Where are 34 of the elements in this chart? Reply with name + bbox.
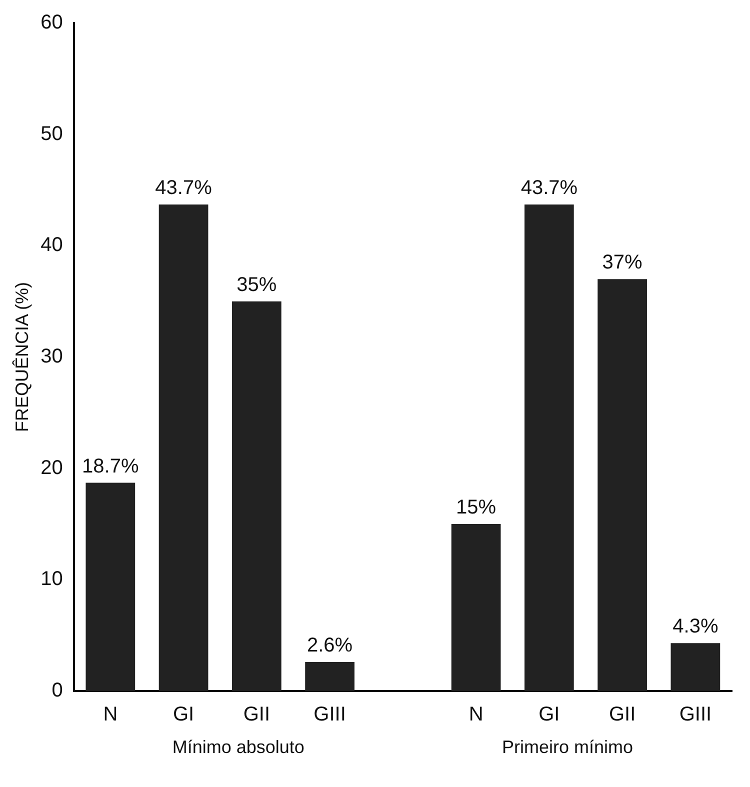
bar <box>86 482 136 691</box>
text: Mínimo absoluto <box>172 736 304 757</box>
x-tick-label: GIII <box>314 704 346 726</box>
bar <box>232 301 282 691</box>
x-tick-label: GIII <box>679 704 712 726</box>
data-label: 37% <box>602 252 643 274</box>
bar <box>598 279 647 691</box>
x-tick-label: GII <box>243 704 270 726</box>
data-label: 43.7% <box>155 176 212 199</box>
x-tick-label: GI <box>538 704 560 726</box>
y-tick-label: 10 <box>40 568 63 590</box>
bar <box>670 643 720 691</box>
y-tick-label: 60 <box>40 12 63 34</box>
bar <box>158 204 208 691</box>
x-tick-label: N <box>103 704 118 726</box>
data-label: 43.7% <box>520 176 578 199</box>
y-axis-title: FREQUÊNCIA (%) <box>12 282 32 432</box>
bar <box>305 662 354 691</box>
data-label: 2.6% <box>307 634 353 657</box>
bar <box>524 204 574 691</box>
y-tick-label: 0 <box>52 680 63 702</box>
data-label: 18.7% <box>82 455 139 478</box>
x-tick-label: GI <box>172 704 194 726</box>
data-label: 15% <box>456 496 496 519</box>
x-tick-label: N <box>468 704 484 726</box>
text: Primeiro mínimo <box>502 736 633 757</box>
y-tick-label: 50 <box>40 122 63 145</box>
x-tick-label: GII <box>608 704 636 726</box>
y-tick-label: 20 <box>40 456 63 479</box>
y-tick-label: 30 <box>40 346 63 368</box>
data-label: 35% <box>236 274 277 296</box>
bar <box>451 524 501 691</box>
y-tick-label: 40 <box>40 234 63 256</box>
data-label: 4.3% <box>672 616 718 638</box>
